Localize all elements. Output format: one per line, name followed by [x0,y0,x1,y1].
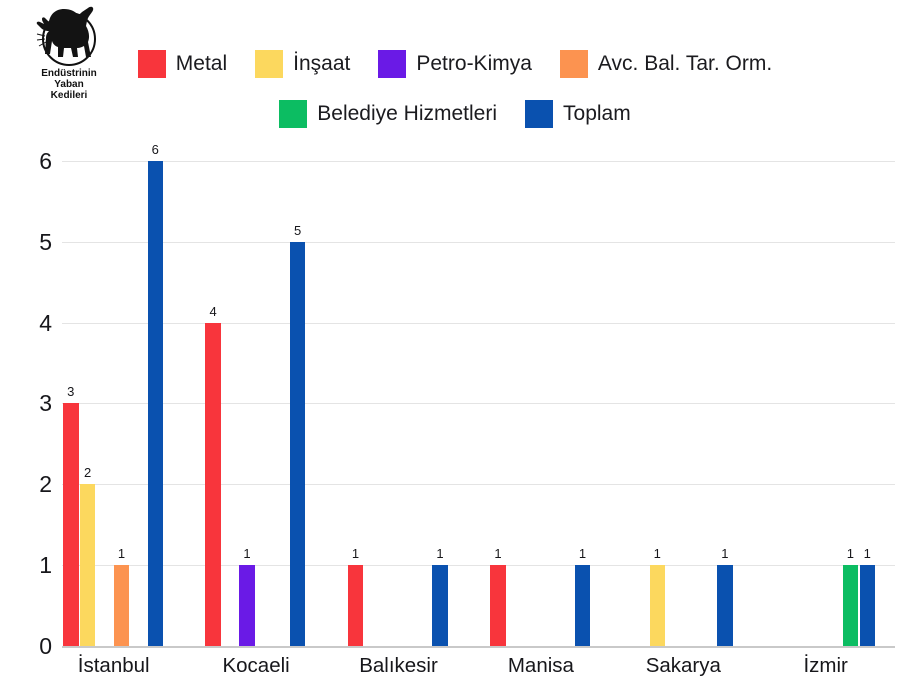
bar-value-label: 1 [863,546,871,562]
legend-item: Metal [137,49,228,78]
legend-row: Metal İnşaat Petro-Kimya Avc. Bal. Tar. Orm… [0,49,910,78]
x-axis-category-label: İzmir [803,654,848,677]
bar-value-label: 1 [436,546,444,562]
legend-label: Belediye Hizmetleri [317,101,498,125]
bar-value-label: 1 [653,546,661,562]
legend-label: İnşaat [293,51,351,75]
bar-Toplam [717,565,733,646]
x-axis-category-label: Kocaeli [222,654,290,677]
bar-value-label: 1 [578,546,587,562]
bar-Toplam [432,565,448,646]
bar-value-label: 2 [84,465,92,481]
bar-value-label: 1 [243,546,251,562]
y-axis-tick-label: 3 [39,390,52,417]
legend-swatch [525,99,554,128]
x-axis-line [62,646,895,648]
bar-value-label: 4 [209,303,217,319]
legend-item: Petro-Kimya [378,49,532,78]
gridline [62,403,895,405]
bar-value-label: 1 [117,546,126,562]
logo: Endüstrinin Yaban Kedileri [30,6,108,101]
gridline [62,565,895,567]
y-axis-tick-label: 6 [39,147,52,174]
legend-label: Avc. Bal. Tar. Orm. [597,51,773,75]
bar-value-label: 1 [351,546,360,562]
legend-item: İnşaat [255,49,351,78]
bar-value-label: 3 [67,384,75,400]
bar-Toplam [147,160,163,646]
x-axis-category-label: Sakarya [645,654,721,677]
bar-value-label: 5 [294,222,302,238]
bar-Toplam [859,565,875,646]
chart-legend: Metal İnşaat Petro-Kimya Avc. Bal. Tar. Orm… [0,49,910,149]
bar-Belediye Hizmetleri [842,565,859,646]
bar-Metal [205,322,221,646]
legend-swatch [378,49,407,78]
bar-Petro-Kimya [239,565,255,646]
wildcat-icon [36,6,96,66]
bar-Metal [63,403,79,646]
bar-value-label: 1 [494,546,502,562]
legend-item: Avc. Bal. Tar. Orm. [559,49,773,78]
x-axis-category-label: İstanbul [77,654,150,677]
y-axis-tick-label: 2 [39,471,52,498]
legend-item: Belediye Hizmetleri [279,99,498,128]
bar-Toplam [289,241,306,646]
y-axis-tick-label: 4 [39,309,52,336]
y-axis-tick-label: 1 [39,552,52,579]
legend-label: Petro-Kimya [416,51,532,75]
bar-value-label: 1 [846,546,854,562]
bar-value-label: 1 [721,546,729,562]
legend-swatch [279,99,308,128]
legend-swatch [137,49,166,78]
gridline [62,160,895,162]
legend-swatch [255,49,284,78]
bar-value-label: 6 [151,141,159,157]
legend-row: Belediye Hizmetleri Toplam [0,99,910,128]
legend-label: Metal [175,51,228,75]
legend-label: Toplam [563,101,631,125]
x-axis-category-label: Balıkesir [359,654,438,677]
bar-Metal [347,565,364,646]
bar-İnşaat [79,484,96,646]
logo-text-line3: Kedileri [50,90,88,101]
logo-text-line1: Endüstrinin [41,68,97,79]
y-axis-tick-label: 0 [39,633,52,659]
gridline [62,241,895,243]
bar-Toplam [574,565,591,646]
logo-text-line2: Yaban [54,79,84,90]
bar-Avc. Bal. Tar. Orm. [113,565,130,646]
legend-item: Toplam [525,99,631,128]
gridline [62,322,895,324]
bar-Metal [490,565,506,646]
gridline [62,484,895,486]
legend-swatch [559,49,588,78]
y-axis-tick-label: 5 [39,228,52,255]
bar-İnşaat [649,565,665,646]
x-axis-category-label: Manisa [507,654,574,677]
